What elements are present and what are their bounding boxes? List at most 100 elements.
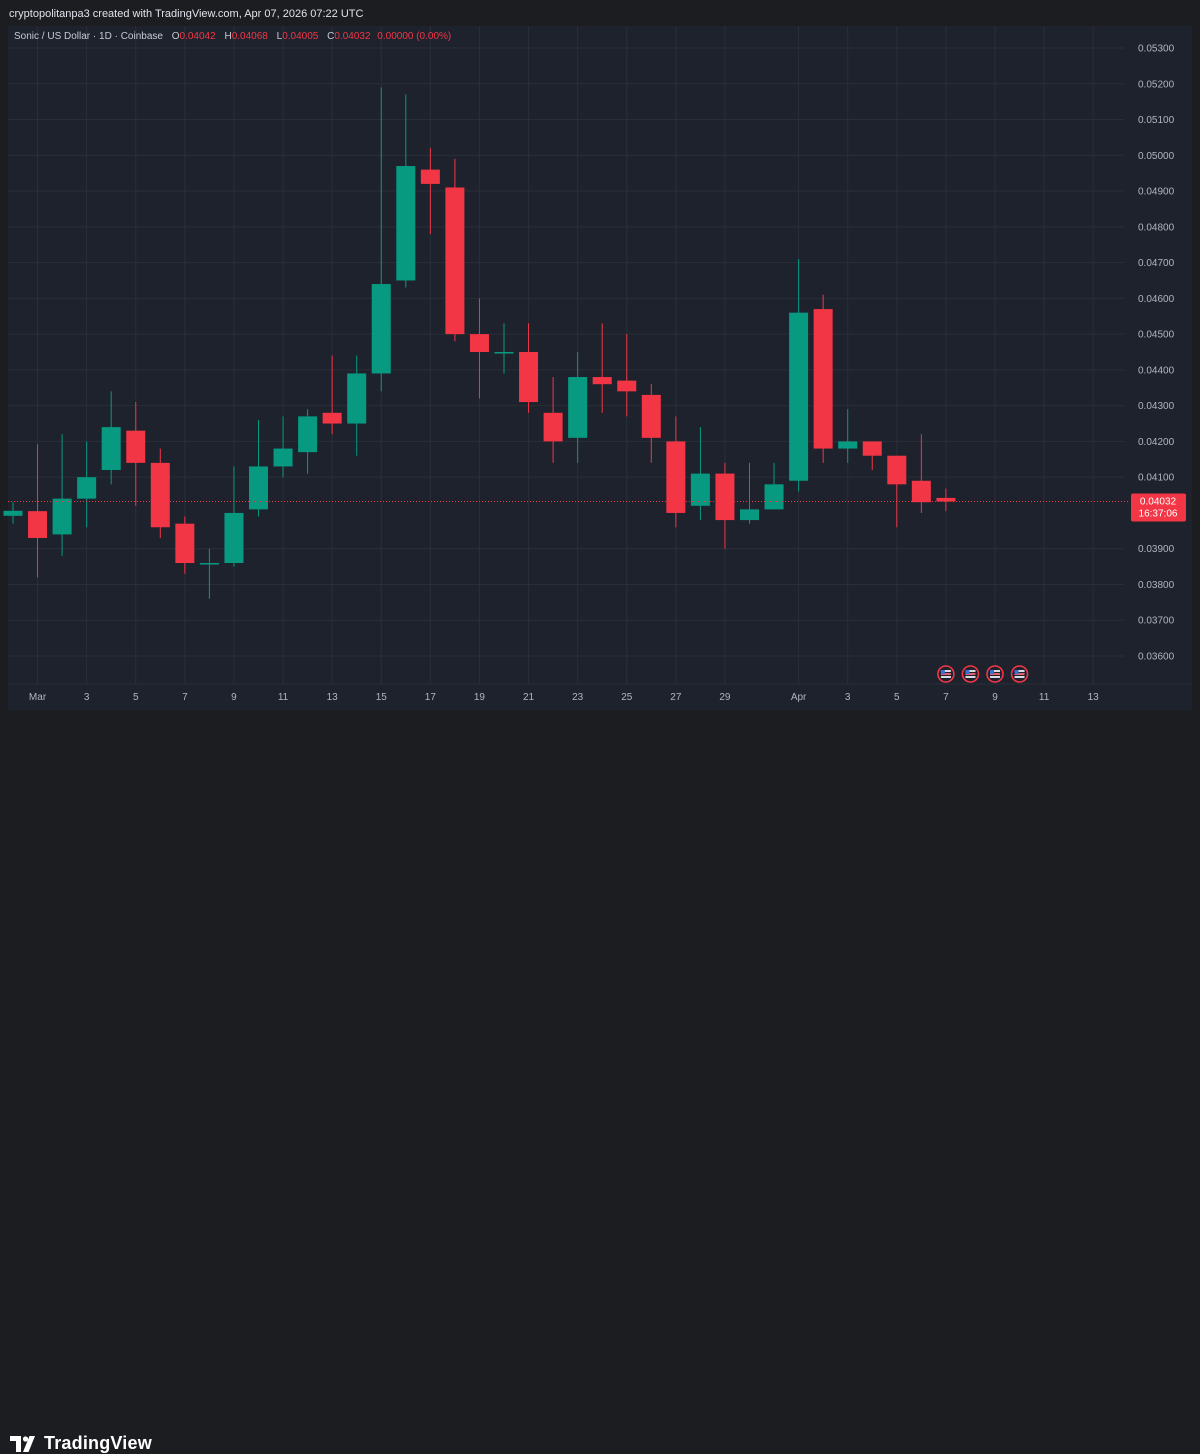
candle[interactable] <box>764 462 784 510</box>
y-tick-label: 0.04500 <box>1138 330 1175 341</box>
candle-body <box>126 430 146 463</box>
candle-body <box>347 373 367 424</box>
candle-body <box>322 412 342 424</box>
candle[interactable] <box>101 391 121 485</box>
candle[interactable] <box>469 298 489 399</box>
candle[interactable] <box>641 384 661 463</box>
us-flag-event-icon[interactable] <box>1010 665 1029 683</box>
candle-body <box>862 441 882 456</box>
symbol-label[interactable]: Sonic / US Dollar · 1D · Coinbase <box>14 31 163 42</box>
candle-body <box>592 377 612 385</box>
candle-body <box>617 380 637 392</box>
x-tick-label: 17 <box>425 692 437 703</box>
low-label: L <box>276 31 283 42</box>
x-tick-label: 15 <box>376 692 388 703</box>
candle[interactable] <box>592 323 612 413</box>
brand-logo[interactable]: TradingView <box>10 1433 152 1454</box>
candle[interactable] <box>420 148 440 234</box>
candle-body <box>445 187 465 335</box>
candle-body <box>519 352 539 403</box>
candle-body <box>199 563 219 565</box>
candle-body <box>298 416 318 453</box>
candle-body <box>101 427 121 471</box>
x-tick-label: 11 <box>1039 692 1050 703</box>
candle[interactable] <box>371 87 391 392</box>
candle[interactable] <box>150 448 170 538</box>
candle[interactable] <box>568 352 588 463</box>
change-value: 0.00000 (0.00%) <box>377 31 452 42</box>
x-tick-label: 25 <box>621 692 633 703</box>
x-tick-label: 21 <box>523 692 535 703</box>
y-tick-label: 0.04800 <box>1138 222 1175 233</box>
candle[interactable] <box>666 416 686 528</box>
candle[interactable] <box>298 409 318 474</box>
candle[interactable] <box>224 466 244 567</box>
candle[interactable] <box>715 462 735 549</box>
candle-body <box>273 448 293 467</box>
candle-body <box>936 497 956 502</box>
x-tick-label: 7 <box>943 692 949 703</box>
candle[interactable] <box>273 416 293 478</box>
candles <box>3 87 956 599</box>
candle[interactable] <box>249 419 268 517</box>
price-tag-box <box>1131 493 1186 522</box>
candle[interactable] <box>543 377 563 463</box>
candle[interactable] <box>740 462 759 524</box>
close-value: 0.04032 <box>334 31 371 42</box>
x-tick-label: 13 <box>327 692 339 703</box>
candle[interactable] <box>862 441 882 471</box>
y-tick-label: 0.05100 <box>1138 115 1175 126</box>
open-label: O <box>171 31 180 42</box>
candle[interactable] <box>52 434 72 556</box>
candle[interactable] <box>813 294 833 463</box>
candle[interactable] <box>126 402 146 506</box>
candle[interactable] <box>911 434 931 513</box>
candle[interactable] <box>936 488 956 512</box>
us-flag-event-icon[interactable] <box>961 665 980 683</box>
tradingview-logo-icon <box>10 1435 35 1452</box>
close-label: C <box>327 31 335 42</box>
x-tick-label: 5 <box>894 692 900 703</box>
y-axis: 0.05300 0.05200 0.05100 0.05000 0.04900 0.048… <box>1138 44 1175 663</box>
candle-body <box>666 441 686 513</box>
x-tick-label: 29 <box>719 692 731 703</box>
candle[interactable] <box>617 334 637 417</box>
x-tick-label: Mar <box>29 692 47 703</box>
us-flag-event-icon[interactable] <box>937 665 955 683</box>
candle-body <box>813 309 833 449</box>
candle[interactable] <box>445 158 465 342</box>
candle[interactable] <box>199 548 219 599</box>
candle[interactable] <box>175 516 195 574</box>
us-flag-event-icon[interactable] <box>986 665 1004 683</box>
candle[interactable] <box>887 455 907 528</box>
candle[interactable] <box>519 323 539 413</box>
y-tick-label: 0.04200 <box>1138 437 1175 448</box>
candle[interactable] <box>838 409 858 463</box>
candle[interactable] <box>322 355 342 435</box>
low-value: 0.04005 <box>282 31 319 42</box>
candle[interactable] <box>789 259 809 492</box>
candle[interactable] <box>28 444 48 578</box>
candle[interactable] <box>3 502 23 524</box>
candle[interactable] <box>494 323 514 374</box>
event-markers <box>937 665 1029 683</box>
candle[interactable] <box>347 355 367 456</box>
candle[interactable] <box>77 441 97 528</box>
candle-body <box>740 509 759 521</box>
candle-body <box>568 377 588 438</box>
candle-body <box>396 166 416 281</box>
high-label: H <box>224 31 232 42</box>
candle[interactable] <box>396 94 416 288</box>
x-tick-label: 7 <box>182 692 188 703</box>
candle-body <box>911 480 931 503</box>
y-tick-label: 0.03900 <box>1138 544 1175 555</box>
candlestick-chart[interactable]: Mar 3 5 7 9 11 13 15 17 19 21 23 25 27 29 Apr 3 5 7 9 11 13 0… <box>0 0 1200 759</box>
x-tick-label: 27 <box>670 692 682 703</box>
brand-name: TradingView <box>44 1433 152 1453</box>
price-tag-price: 0.04032 <box>1140 496 1177 507</box>
candle-body <box>789 312 809 481</box>
top-bar: cryptopolitanpa3 created with TradingVie… <box>0 0 1200 26</box>
candle[interactable] <box>690 427 710 521</box>
x-tick-label: 9 <box>231 692 237 703</box>
